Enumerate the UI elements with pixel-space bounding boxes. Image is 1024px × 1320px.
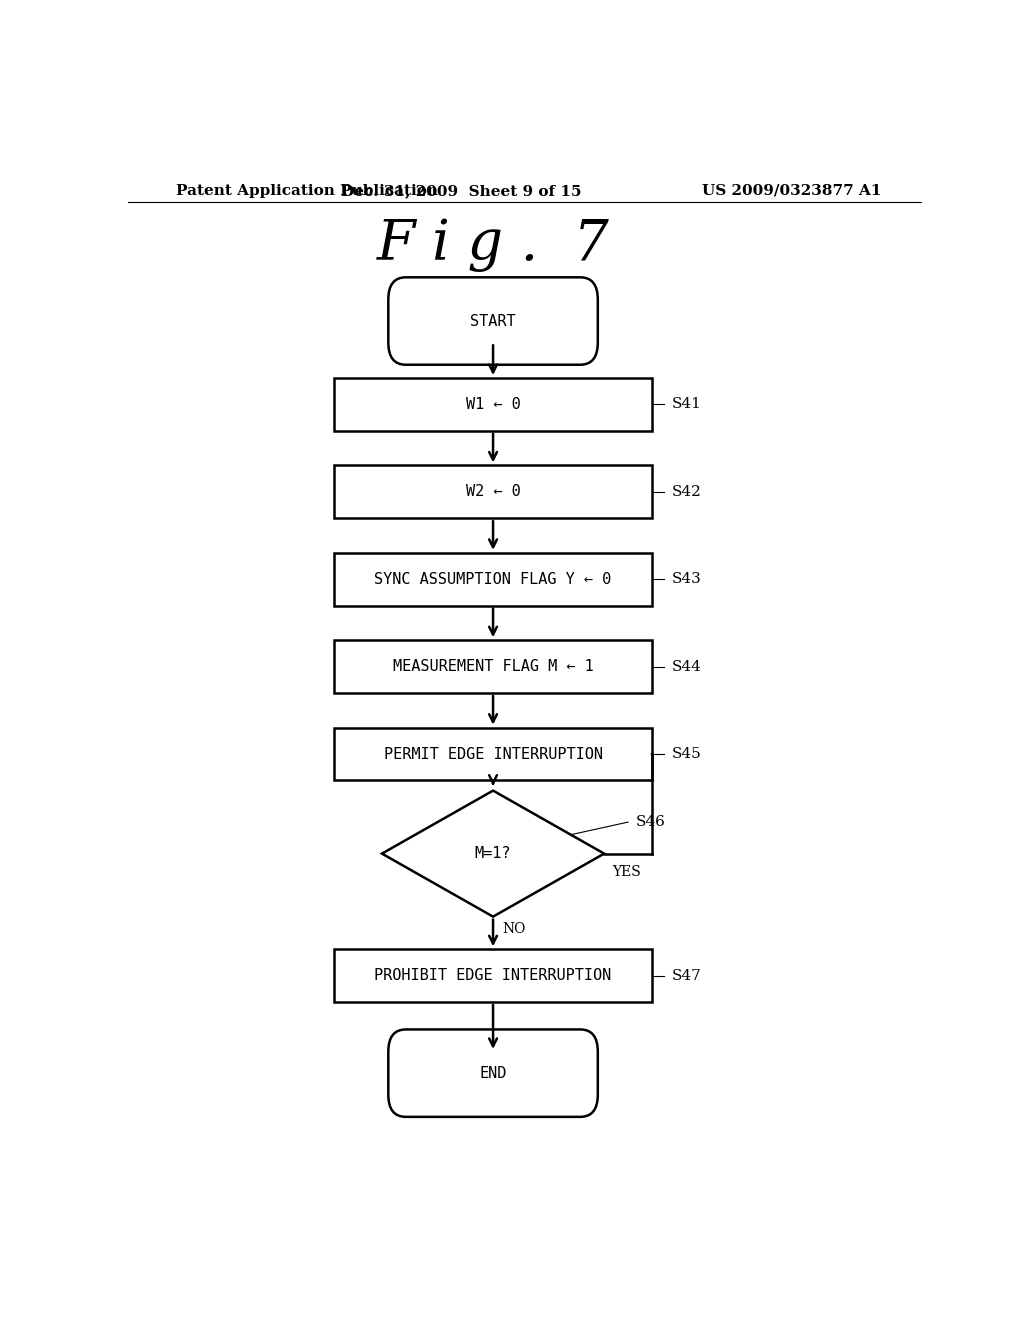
FancyBboxPatch shape	[388, 1030, 598, 1117]
Polygon shape	[382, 791, 604, 916]
Text: F i g .  7: F i g . 7	[377, 218, 609, 272]
Text: END: END	[479, 1065, 507, 1081]
Text: W2 ← 0: W2 ← 0	[466, 484, 520, 499]
Text: START: START	[470, 314, 516, 329]
Text: US 2009/0323877 A1: US 2009/0323877 A1	[702, 183, 882, 198]
Text: NO: NO	[503, 921, 526, 936]
Text: SYNC ASSUMPTION FLAG Y ← 0: SYNC ASSUMPTION FLAG Y ← 0	[375, 572, 611, 586]
Text: Patent Application Publication: Patent Application Publication	[176, 183, 437, 198]
Bar	[334, 727, 652, 780]
Text: S46: S46	[636, 816, 666, 829]
Text: S42: S42	[672, 484, 701, 499]
Bar	[334, 553, 652, 606]
Bar	[334, 949, 652, 1002]
Text: S44: S44	[672, 660, 701, 673]
Text: S45: S45	[672, 747, 701, 762]
Text: MEASUREMENT FLAG M ← 1: MEASUREMENT FLAG M ← 1	[392, 659, 594, 675]
Text: M=1?: M=1?	[475, 846, 511, 861]
Text: Dec. 31, 2009  Sheet 9 of 15: Dec. 31, 2009 Sheet 9 of 15	[341, 183, 582, 198]
Text: PROHIBIT EDGE INTERRUPTION: PROHIBIT EDGE INTERRUPTION	[375, 968, 611, 983]
Text: PERMIT EDGE INTERRUPTION: PERMIT EDGE INTERRUPTION	[384, 747, 602, 762]
Text: YES: YES	[612, 865, 641, 879]
Text: S47: S47	[672, 969, 701, 982]
Text: S41: S41	[672, 397, 701, 412]
FancyBboxPatch shape	[388, 277, 598, 364]
Bar	[334, 378, 652, 430]
Bar	[334, 466, 652, 519]
Bar	[334, 640, 652, 693]
Text: S43: S43	[672, 572, 701, 586]
Text: W1 ← 0: W1 ← 0	[466, 397, 520, 412]
